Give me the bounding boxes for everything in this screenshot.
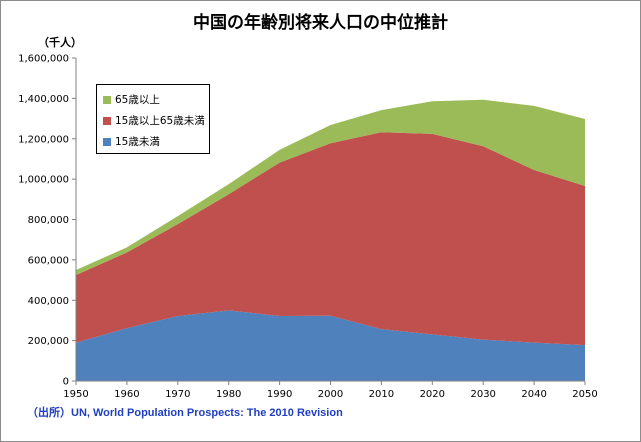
x-tick-label: 2050 [572, 389, 597, 400]
y-tick-label: 0 [63, 377, 69, 388]
x-tick-label: 2010 [369, 389, 394, 400]
legend-label-15-64: 15歳以上65歳未満 [115, 115, 205, 127]
legend-label-under-15: 15歳未満 [115, 136, 160, 148]
legend-swatch-65-plus [103, 95, 111, 104]
x-tick-label: 2020 [420, 389, 445, 400]
y-tick-label: 400,000 [28, 296, 69, 307]
x-tick-label: 1990 [267, 389, 292, 400]
y-tick-label: 1,400,000 [18, 94, 69, 105]
legend-item-15-64: 15歳以上65歳未満 [103, 113, 205, 127]
legend-swatch-15-64 [103, 116, 111, 125]
legend-label-65-plus: 65歳以上 [115, 94, 160, 106]
y-tick-label: 800,000 [28, 215, 69, 226]
x-tick-label: 2000 [318, 389, 343, 400]
y-tick-layer: 0 200,000 400,000 600,000 800,000 1,000,000 1,… [18, 54, 76, 388]
x-tick-label: 1950 [63, 389, 88, 400]
legend: 65歳以上 15歳以上65歳未満 15歳未満 [96, 84, 210, 154]
y-axis-unit-label: （千人） [38, 36, 82, 49]
x-tick-label: 2030 [470, 389, 495, 400]
y-tick-label: 1,000,000 [18, 175, 69, 186]
y-tick-label: 1,200,000 [18, 134, 69, 145]
y-tick-label: 200,000 [28, 336, 69, 347]
source-note: （出所）UN, World Population Prospects: The … [27, 407, 343, 419]
legend-item-under-15: 15歳未満 [103, 134, 160, 148]
area-series-1 [76, 132, 585, 346]
x-tick-label: 1980 [216, 389, 241, 400]
y-tick-label: 600,000 [28, 255, 69, 266]
y-tick-label: 1,600,000 [18, 54, 69, 65]
chart-title: 中国の年齢別将来人口の中位推計 [193, 13, 448, 33]
legend-item-65-plus: 65歳以上 [103, 92, 160, 106]
x-tick-layer: 1950 1960 1970 1980 1990 2000 2010 2020 2030 2040… [63, 381, 598, 400]
legend-swatch-under-15 [103, 137, 111, 146]
x-tick-label: 1960 [114, 389, 139, 400]
area-layer [76, 99, 585, 381]
x-tick-label: 2040 [521, 389, 546, 400]
x-tick-label: 1970 [165, 389, 190, 400]
area-series-2 [76, 99, 585, 276]
area-series-0 [76, 310, 585, 381]
